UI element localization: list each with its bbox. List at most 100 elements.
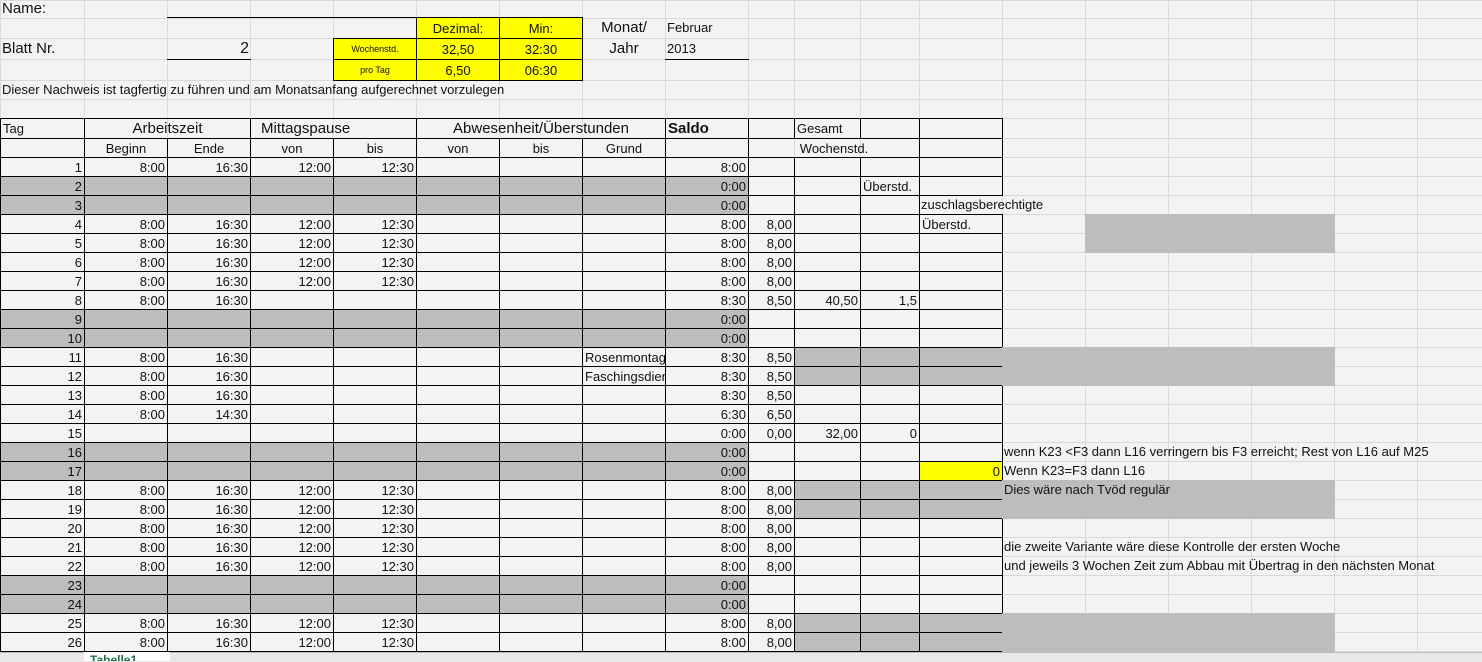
cell-bis[interactable] xyxy=(333,290,417,310)
cell-ende[interactable] xyxy=(167,442,251,462)
cell-dezimal[interactable] xyxy=(748,594,795,614)
cell-abw-bis[interactable] xyxy=(499,328,583,348)
cell-bis[interactable] xyxy=(333,195,417,215)
cell-gesamt[interactable] xyxy=(794,575,861,595)
cell-dezimal[interactable]: 8,00 xyxy=(748,556,795,576)
cell-saldo[interactable]: 0:00 xyxy=(665,461,749,481)
cell-von[interactable]: 12:00 xyxy=(250,271,334,291)
cell-grund[interactable] xyxy=(582,632,666,652)
cell-grund[interactable] xyxy=(582,271,666,291)
header-saldo[interactable]: Saldo xyxy=(665,118,749,139)
cell-ende[interactable]: 16:30 xyxy=(167,518,251,538)
blatt-label[interactable]: Blatt Nr. xyxy=(2,40,56,57)
cell-dezimal[interactable]: 8,00 xyxy=(748,233,795,253)
cell-grund[interactable] xyxy=(582,518,666,538)
cell-saldo[interactable]: 0:00 xyxy=(665,594,749,614)
cell-zuschlag[interactable] xyxy=(919,157,1003,177)
cell-zuschlag[interactable] xyxy=(919,423,1003,443)
subheader-wochenstd[interactable]: Wochenstd. xyxy=(748,138,920,158)
wochenstd-dezimal[interactable]: 32,50 xyxy=(416,38,500,60)
cell-abw-von[interactable] xyxy=(416,385,500,405)
cell-abw-von[interactable] xyxy=(416,347,500,367)
day-number[interactable]: 20 xyxy=(0,518,85,538)
cell-dezimal[interactable] xyxy=(748,442,795,462)
cell-dezimal[interactable] xyxy=(748,157,795,177)
cell-ueberstd[interactable]: 0 xyxy=(860,423,920,443)
subheader-blank[interactable] xyxy=(665,138,749,158)
cell-ende[interactable]: 16:30 xyxy=(167,271,251,291)
cell-bis[interactable]: 12:30 xyxy=(333,214,417,234)
cell-bis[interactable]: 12:30 xyxy=(333,499,417,519)
cell-gesamt[interactable] xyxy=(794,518,861,538)
cell-ende[interactable]: 16:30 xyxy=(167,347,251,367)
cell-abw-von[interactable] xyxy=(416,328,500,348)
blatt-value[interactable]: 2 xyxy=(167,38,251,60)
cell-dezimal[interactable] xyxy=(748,575,795,595)
day-number[interactable]: 4 xyxy=(0,214,85,234)
cell-zuschlag[interactable] xyxy=(919,632,1003,652)
cell-von[interactable] xyxy=(250,423,334,443)
cell-beginn[interactable] xyxy=(84,575,168,595)
cell-ende[interactable]: 16:30 xyxy=(167,537,251,557)
cell-zuschlag[interactable] xyxy=(919,518,1003,538)
cell-saldo[interactable]: 0:00 xyxy=(665,575,749,595)
day-number[interactable]: 18 xyxy=(0,480,85,500)
cell-von[interactable]: 12:00 xyxy=(250,613,334,633)
cell-abw-bis[interactable] xyxy=(499,290,583,310)
cell-saldo[interactable]: 0:00 xyxy=(665,328,749,348)
cell-gesamt[interactable]: 40,50 xyxy=(794,290,861,310)
cell-ueberstd[interactable] xyxy=(860,461,920,481)
protag-min[interactable]: 06:30 xyxy=(499,59,583,81)
cell-gesamt[interactable] xyxy=(794,632,861,652)
cell-von[interactable]: 12:00 xyxy=(250,518,334,538)
wochenstd-label[interactable]: Wochenstd. xyxy=(333,38,417,60)
cell-saldo[interactable]: 8:00 xyxy=(665,518,749,538)
cell-bis[interactable]: 12:30 xyxy=(333,556,417,576)
cell-von[interactable]: 12:00 xyxy=(250,632,334,652)
cell-saldo[interactable]: 8:00 xyxy=(665,632,749,652)
dezimal-label[interactable]: Dezimal: xyxy=(416,17,500,39)
cell-von[interactable] xyxy=(250,290,334,310)
cell-beginn[interactable]: 8:00 xyxy=(84,252,168,272)
protag-label[interactable]: pro Tag xyxy=(333,59,417,81)
cell-ueberstd[interactable] xyxy=(860,518,920,538)
cell-grund[interactable] xyxy=(582,404,666,424)
cell-von[interactable]: 12:00 xyxy=(250,252,334,272)
cell-abw-von[interactable] xyxy=(416,480,500,500)
cell-zuschlag[interactable] xyxy=(919,347,1003,367)
cell-grund[interactable]: Rosenmontag xyxy=(582,347,666,367)
cell-ende[interactable]: 16:30 xyxy=(167,613,251,633)
day-number[interactable]: 7 xyxy=(0,271,85,291)
cell-dezimal[interactable]: 8,00 xyxy=(748,499,795,519)
cell-von[interactable]: 12:00 xyxy=(250,157,334,177)
cell-ueberstd[interactable] xyxy=(860,404,920,424)
subheader-blank[interactable] xyxy=(0,138,85,158)
cell-beginn[interactable]: 8:00 xyxy=(84,556,168,576)
wochenstd-min[interactable]: 32:30 xyxy=(499,38,583,60)
grey-block[interactable] xyxy=(1002,347,1335,367)
cell-grund[interactable] xyxy=(582,480,666,500)
cell-ueberstd[interactable] xyxy=(860,480,920,500)
name-label[interactable]: Name: xyxy=(2,0,47,17)
cell-beginn[interactable]: 8:00 xyxy=(84,290,168,310)
cell-gesamt[interactable] xyxy=(794,176,861,196)
day-number[interactable]: 11 xyxy=(0,347,85,367)
cell-abw-von[interactable] xyxy=(416,290,500,310)
cell-abw-bis[interactable] xyxy=(499,157,583,177)
note-line[interactable]: Dies wäre nach Tvöd regulär xyxy=(1004,482,1170,497)
cell-abw-bis[interactable] xyxy=(499,176,583,196)
cell-gesamt[interactable] xyxy=(794,461,861,481)
note-text[interactable]: Dieser Nachweis ist tagfertig zu führen … xyxy=(2,82,505,97)
cell-gesamt[interactable] xyxy=(794,404,861,424)
day-number[interactable]: 16 xyxy=(0,442,85,462)
cell-abw-von[interactable] xyxy=(416,157,500,177)
cell-beginn[interactable]: 8:00 xyxy=(84,385,168,405)
cell-gesamt[interactable] xyxy=(794,328,861,348)
subheader-ende[interactable]: Ende xyxy=(167,138,251,158)
subheader-von2[interactable]: von xyxy=(416,138,500,158)
note-line[interactable]: Wenn K23=F3 dann L16 xyxy=(1004,463,1146,478)
header-blank[interactable] xyxy=(748,118,795,139)
cell-abw-von[interactable] xyxy=(416,575,500,595)
cell-gesamt[interactable] xyxy=(794,480,861,500)
cell-grund[interactable] xyxy=(582,252,666,272)
